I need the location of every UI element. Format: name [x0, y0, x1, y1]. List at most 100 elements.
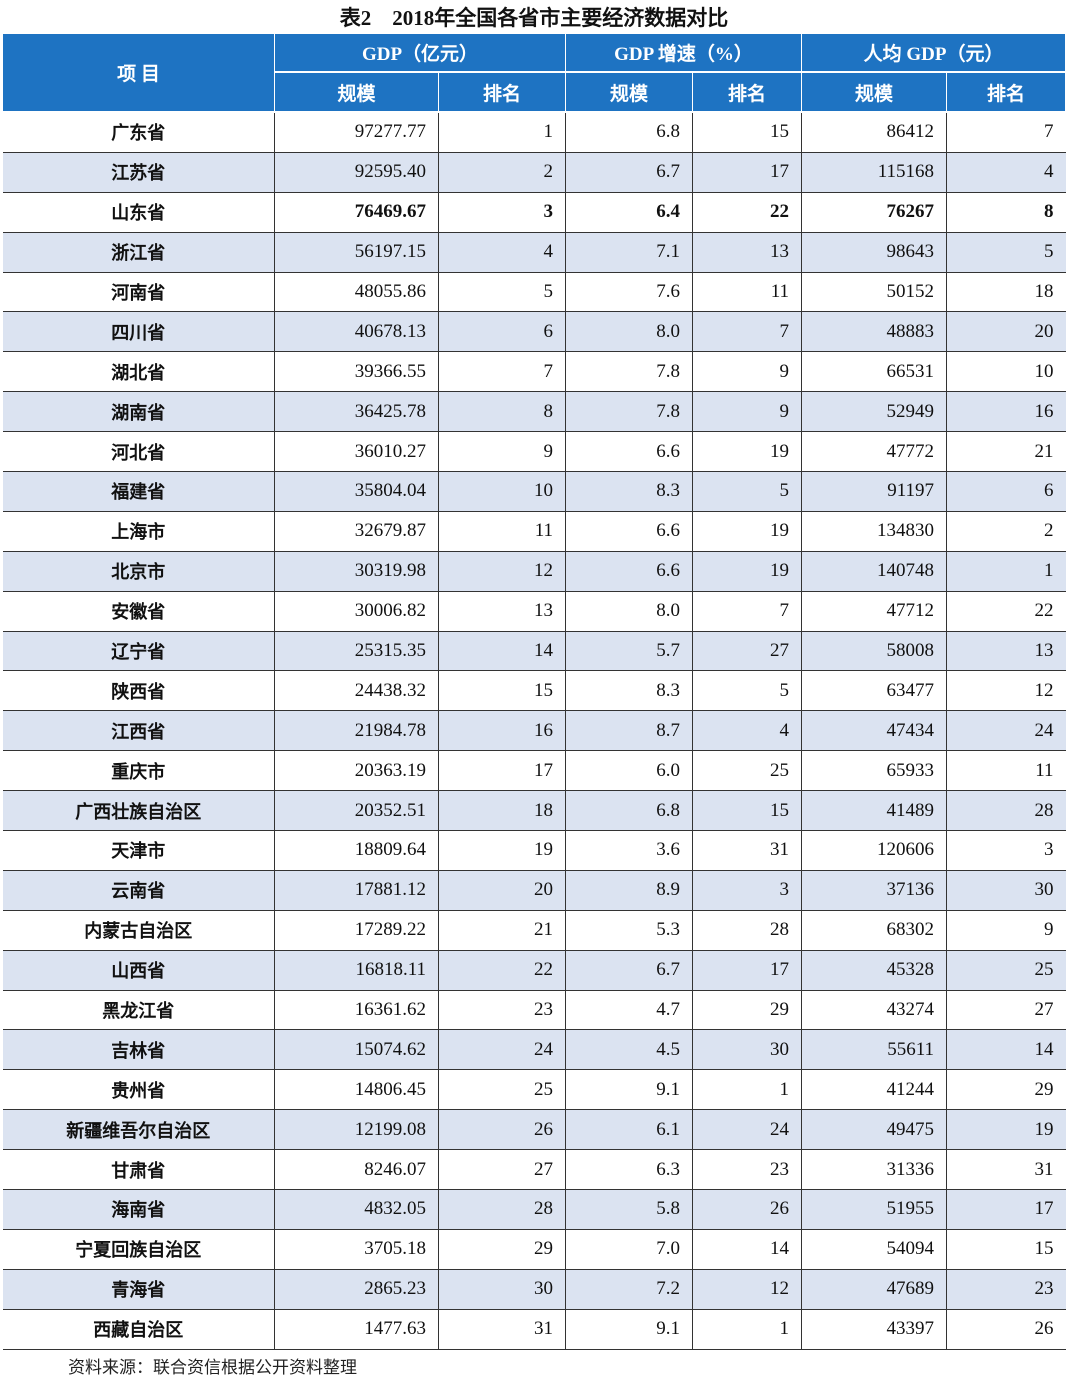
province-name: 河北省: [2, 431, 275, 473]
province-name: 江苏省: [2, 151, 275, 193]
table-cell: 115168: [801, 151, 948, 193]
province-name: 西藏自治区: [2, 1308, 275, 1350]
table-cell: 3.6: [565, 830, 694, 871]
table-cell: 27: [946, 989, 1066, 1031]
table-cell: 48055.86: [274, 271, 439, 313]
table-cell: 6.8: [565, 111, 694, 153]
table-cell: 30: [437, 1268, 567, 1310]
table-cell: 5.3: [565, 909, 694, 951]
table-cell: 13: [692, 231, 803, 273]
table-cell: 11: [692, 271, 803, 313]
province-name: 云南省: [2, 869, 275, 911]
table-cell: 4: [692, 710, 803, 752]
table-cell: 91197: [801, 471, 948, 512]
table-cell: 6.6: [565, 550, 694, 592]
table-cell: 32679.87: [274, 510, 439, 552]
province-name: 北京市: [2, 550, 275, 592]
province-name: 浙江省: [2, 231, 275, 273]
header-sub: 规模: [565, 71, 694, 113]
table-row: 辽宁省 25315.35 14 5.7 27 58008 13: [2, 630, 1066, 672]
table-cell: 20: [437, 869, 567, 911]
table-cell: 7: [692, 311, 803, 353]
gdp-comparison-table: 项 目 GDP（亿元） GDP 增速（%） 人均 GDP（元） 规模 排名 规模…: [2, 33, 1067, 1350]
table-cell: 9.1: [565, 1069, 694, 1111]
table-cell: 40678.13: [274, 311, 439, 353]
header-sub: 排名: [946, 71, 1067, 113]
table-cell: 3: [437, 191, 567, 233]
province-name: 山西省: [2, 949, 275, 991]
province-name: 内蒙古自治区: [2, 909, 275, 951]
table-cell: 98643: [801, 231, 948, 273]
table-cell: 39366.55: [274, 351, 439, 393]
source-note: 资料来源：联合资信根据公开资料整理: [68, 1358, 357, 1378]
province-name: 福建省: [2, 471, 275, 512]
table-cell: 11: [437, 510, 567, 552]
table-cell: 15: [946, 1228, 1066, 1270]
table-row: 河南省 48055.86 5 7.6 11 50152 18: [2, 271, 1066, 313]
header-gdp: GDP（亿元）: [273, 33, 567, 73]
table-cell: 47434: [801, 710, 948, 752]
table-row: 青海省 2865.23 30 7.2 12 47689 23: [2, 1268, 1066, 1310]
header-sub: 规模: [274, 71, 439, 113]
table-cell: 17: [692, 151, 803, 193]
table-row: 河北省 36010.27 9 6.6 19 47772 21: [2, 431, 1066, 473]
table-cell: 14: [946, 1029, 1066, 1071]
table-cell: 35804.04: [274, 471, 439, 512]
table-cell: 1: [692, 1069, 803, 1111]
table-cell: 10: [437, 471, 567, 512]
province-name: 湖南省: [2, 391, 275, 433]
table-cell: 50152: [801, 271, 948, 313]
table-cell: 5: [692, 471, 803, 512]
province-name: 上海市: [2, 510, 275, 552]
table-cell: 21: [946, 431, 1066, 473]
table-row: 内蒙古自治区 17289.22 21 5.3 28 68302 9: [2, 909, 1066, 951]
table-cell: 11: [946, 750, 1066, 792]
header-gdp-growth: GDP 增速（%）: [565, 33, 803, 73]
table-cell: 8: [946, 191, 1066, 233]
table-row: 山东省 76469.67 3 6.4 22 76267 8: [2, 191, 1066, 233]
province-name: 江西省: [2, 710, 275, 752]
province-name: 湖北省: [2, 351, 275, 393]
table-row: 海南省 4832.05 28 5.8 26 51955 17: [2, 1189, 1066, 1230]
table-cell: 41489: [801, 790, 948, 832]
table-cell: 24: [692, 1109, 803, 1151]
table-cell: 28: [946, 790, 1066, 832]
table-cell: 8246.07: [274, 1149, 439, 1191]
table-cell: 14806.45: [274, 1069, 439, 1111]
table-cell: 6.7: [565, 151, 694, 193]
table-row: 北京市 30319.98 12 6.6 19 140748 1: [2, 550, 1066, 592]
table-cell: 30: [692, 1029, 803, 1071]
table-cell: 28: [692, 909, 803, 951]
table-cell: 6.3: [565, 1149, 694, 1191]
table-cell: 5: [946, 231, 1066, 273]
table-cell: 25: [692, 750, 803, 792]
province-name: 新疆维吾尔自治区: [2, 1109, 275, 1151]
table-cell: 17289.22: [274, 909, 439, 951]
table-cell: 45328: [801, 949, 948, 991]
table-cell: 8.9: [565, 869, 694, 911]
table-cell: 51955: [801, 1189, 948, 1230]
table-cell: 43274: [801, 989, 948, 1031]
table-cell: 6.6: [565, 510, 694, 552]
province-name: 青海省: [2, 1268, 275, 1310]
table-cell: 43397: [801, 1308, 948, 1350]
table-cell: 26: [946, 1308, 1066, 1350]
table-cell: 9.1: [565, 1308, 694, 1350]
table-cell: 29: [692, 989, 803, 1031]
table-cell: 31: [437, 1308, 567, 1350]
table-row: 天津市 18809.64 19 3.6 31 120606 3: [2, 830, 1066, 871]
table-cell: 140748: [801, 550, 948, 592]
table-row: 云南省 17881.12 20 8.9 3 37136 30: [2, 869, 1066, 911]
province-name: 广东省: [2, 111, 275, 153]
header-item: 项 目: [2, 33, 275, 113]
table-cell: 8: [437, 391, 567, 433]
table-cell: 1: [692, 1308, 803, 1350]
table-cell: 29: [437, 1228, 567, 1270]
table-cell: 63477: [801, 670, 948, 712]
table-cell: 19: [692, 510, 803, 552]
table-cell: 16: [946, 391, 1066, 433]
table-cell: 13: [946, 630, 1066, 672]
table-cell: 18: [946, 271, 1066, 313]
table-row: 吉林省 15074.62 24 4.5 30 55611 14: [2, 1029, 1066, 1071]
table-cell: 5: [692, 670, 803, 712]
